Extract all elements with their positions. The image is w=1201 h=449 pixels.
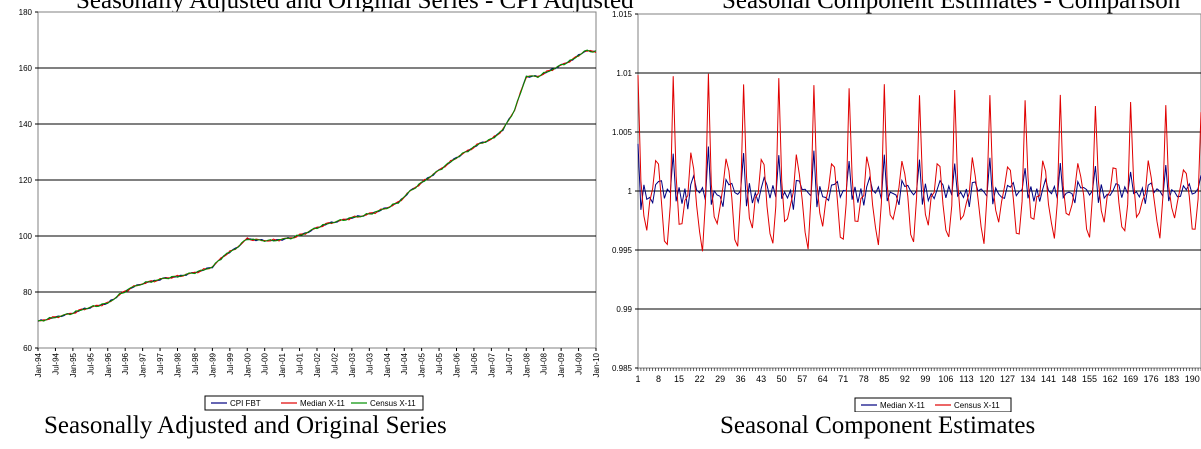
x-tick-label: 43 [756,374,766,384]
x-tick-label: 22 [695,374,705,384]
y-tick-label: 60 [23,344,32,353]
x-tick-label: 120 [979,374,994,384]
y-tick-label: 1.005 [612,128,633,137]
x-tick-label: 155 [1082,374,1097,384]
y-tick-label: 100 [19,232,33,241]
x-tick-label: Jan-07 [487,352,496,377]
legend-box [204,395,424,411]
legend-label: Median X-11 [300,399,345,408]
y-tick-label: 0.99 [616,305,632,314]
x-tick-label: 183 [1164,374,1179,384]
x-tick-label: 127 [1000,374,1015,384]
x-tick-label: 162 [1103,374,1118,384]
x-tick-label: Jul-01 [296,352,305,374]
legend-label: Census X-11 [954,401,1000,410]
x-tick-label: 64 [818,374,828,384]
legend-label: CPI FBT [230,399,261,408]
left-chart-top-title: Seasonally Adjusted and Original Series … [76,0,634,14]
x-tick-label: Jan-09 [557,352,566,377]
y-tick-label: 1.01 [616,69,632,78]
y-tick-label: 0.985 [612,364,633,373]
x-tick-label: Jan-00 [243,352,252,377]
x-tick-label: 8 [656,374,661,384]
x-tick-label: Jan-01 [278,352,287,377]
x-tick-label: Jan-99 [208,352,217,377]
x-tick-label: Jan-94 [34,352,43,377]
left-chart-caption: Seasonally Adjusted and Original Series [44,412,447,439]
x-tick-label: Jul-05 [435,352,444,374]
y-tick-label: 1.015 [612,10,633,19]
x-tick-label: Jan-97 [139,352,148,377]
x-tick-label: 113 [959,374,973,384]
y-tick-label: 80 [23,288,32,297]
x-tick-label: Jul-09 [575,352,584,374]
x-tick-label: Jul-03 [365,352,374,374]
x-tick-label: Jul-95 [86,352,95,374]
x-tick-label: Jan-06 [453,352,462,377]
y-tick-label: 120 [19,176,33,185]
x-tick-label: Jul-94 [51,352,60,374]
x-tick-label: Jul-00 [261,352,270,374]
series-line [637,73,1201,252]
x-tick-label: 169 [1123,374,1138,384]
x-tick-label: Jul-08 [540,352,549,374]
x-tick-label: Jul-02 [330,352,339,374]
x-tick-label: Jan-03 [348,352,357,377]
x-tick-label: Jan-04 [383,352,392,377]
x-tick-label: 85 [879,374,889,384]
x-tick-label: Jan-98 [174,352,183,377]
seasonal-component-chart: 0.985 0.99 0.995 1 1.005 1.01 1.015 1 8 15 22 29 36 4… [612,10,1201,412]
x-tick-label: 176 [1144,374,1159,384]
x-tick-label: Jul-98 [191,352,200,374]
x-tick-label: 78 [859,374,869,384]
series-line [37,49,597,322]
x-tick-label: 106 [938,374,953,384]
y-tick-label: 180 [19,8,33,17]
series-line [637,143,1201,210]
right-chart-caption: Seasonal Component Estimates [720,412,1036,439]
legend-label: Census X-11 [370,399,416,408]
x-tick-label: Jan-05 [418,352,427,377]
x-tick-label: Jul-97 [156,352,165,374]
x-tick-label: Jul-04 [400,352,409,374]
x-tick-label: 15 [674,374,684,384]
x-tick-label: Jan-96 [104,352,113,377]
x-tick-label: Jul-99 [226,352,235,374]
x-tick-label: Jan-08 [522,352,531,377]
x-tick-label: 134 [1020,374,1035,384]
x-tick-label: 1 [635,374,640,384]
x-tick-label: Jul-06 [470,352,479,374]
x-tick-label: Jan-95 [69,352,78,377]
y-tick-label: 1 [628,187,633,196]
x-tick-label: 92 [900,374,910,384]
seasonally-adjusted-chart: 60 80 100 120 140 160 180 Jan-94 Jul-94 Jan-95 Jul… [19,8,600,411]
x-tick-label: Jan-02 [313,352,322,377]
x-tick-label: Jan-10 [592,352,600,377]
y-tick-label: 140 [19,120,33,129]
x-tick-label: 141 [1041,374,1056,384]
x-tick-label: 190 [1185,374,1200,384]
x-tick-label: Jul-96 [121,352,130,374]
y-tick-label: 160 [19,64,33,73]
x-tick-label: 29 [715,374,725,384]
y-tick-label: 0.995 [612,246,633,255]
x-tick-label: 50 [777,374,787,384]
legend-box [854,397,1012,412]
right-chart-top-title: Seasonal Component Estimates - Compariso… [722,0,1181,14]
x-tick-label: 71 [838,374,848,384]
legend-label: Median X-11 [880,401,925,410]
x-tick-label: 99 [920,374,930,384]
x-tick-label: 57 [797,374,807,384]
x-tick-label: 148 [1062,374,1077,384]
x-tick-label: Jul-07 [505,352,514,374]
x-tick-label: 36 [736,374,746,384]
